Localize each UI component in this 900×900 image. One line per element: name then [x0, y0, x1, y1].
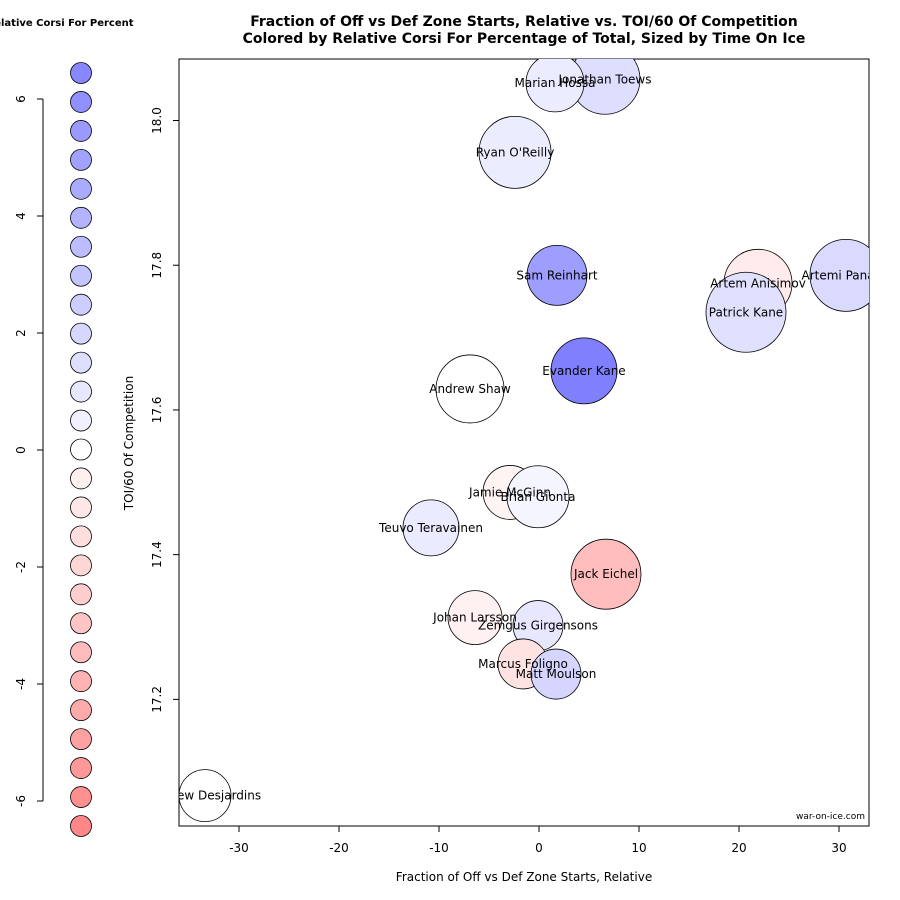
x-tick-label: -10	[429, 841, 449, 855]
point-label: Brian Gionta	[501, 490, 576, 504]
credit-text: war-on-ice.com	[796, 812, 865, 822]
legend-swatch	[70, 235, 92, 258]
data-point	[525, 59, 585, 113]
legend-swatch	[70, 91, 92, 113]
data-point	[526, 244, 588, 306]
legend-swatch	[70, 467, 92, 490]
point-label: Artemi Panarin	[802, 268, 891, 282]
data-point	[530, 648, 582, 700]
legend-swatch	[70, 583, 92, 606]
x-tick-label: 30	[831, 841, 846, 855]
color-legend: Relative Corsi For Percent 6 4 2 0 -2 -4 -6	[0, 18, 134, 837]
legend-swatch	[70, 554, 92, 577]
point-label: Artem Anisimov	[710, 276, 806, 290]
x-tick-label: 0	[535, 841, 543, 855]
legend-ticks: 6 4 2 0 -2 -4 -6	[14, 95, 43, 807]
point-label: Andrew Desjardins	[149, 789, 261, 803]
point-label: Andrew Shaw	[429, 382, 511, 396]
point-label: Evander Kane	[542, 364, 625, 378]
chart-title: Fraction of Off vs Def Zone Starts, Rela…	[250, 14, 798, 30]
point-label: Jack Eichel	[573, 567, 638, 581]
legend-swatch	[70, 641, 92, 664]
legend-tick-label: 4	[14, 212, 28, 220]
plot-frame	[178, 58, 870, 827]
legend-swatch	[70, 380, 92, 403]
legend-swatch	[70, 62, 92, 84]
data-point	[550, 337, 618, 405]
y-axis-ticks: 17.2 17.4 17.6 17.8 18.0	[150, 107, 179, 713]
point-label: Johan Larsson	[432, 611, 517, 625]
legend-swatch	[70, 177, 92, 200]
x-axis-ticks: -30 -20 -10 0 10 20 30	[229, 826, 847, 855]
x-tick-label: 20	[731, 841, 746, 855]
y-tick-label: 17.8	[150, 252, 164, 279]
data-point	[402, 499, 460, 557]
point-label: Marcus Foligno	[478, 657, 568, 671]
legend-tick-label: -6	[14, 795, 28, 807]
point-label: Zemgus Girgensons	[478, 619, 598, 633]
legend-swatch	[70, 699, 92, 722]
x-tick-label: -20	[329, 841, 349, 855]
x-tick-label: -30	[229, 841, 249, 855]
legend-swatch	[70, 409, 92, 432]
legend-swatch	[70, 264, 92, 287]
legend-tick-label: 6	[14, 95, 28, 103]
point-label: Jonathan Toews	[557, 72, 651, 86]
legend-swatch	[70, 496, 92, 519]
x-tick-label: 10	[631, 841, 646, 855]
legend-tick-label: -2	[14, 561, 28, 573]
x-axis-label: Fraction of Off vs Def Zone Starts, Rela…	[396, 870, 652, 884]
point-label: Marian Hossa	[515, 76, 596, 90]
legend-swatch	[70, 815, 92, 837]
y-tick-label: 18.0	[150, 107, 164, 134]
legend-swatch	[70, 670, 92, 693]
data-point	[447, 590, 503, 646]
legend-swatch	[70, 525, 92, 548]
legend-swatch	[70, 757, 92, 779]
point-label: Patrick Kane	[709, 305, 783, 319]
legend-swatch	[70, 206, 92, 229]
y-tick-label: 17.6	[150, 397, 164, 424]
point-label: Matt Moulson	[516, 667, 597, 681]
chart-subtitle: Colored by Relative Corsi For Percentage…	[243, 31, 806, 47]
y-tick-label: 17.2	[150, 686, 164, 713]
legend-swatch	[70, 120, 92, 142]
data-point	[506, 465, 570, 529]
y-axis-label: TOI/60 Of Competition	[122, 376, 136, 511]
legend-tick-label: -4	[14, 678, 28, 690]
legend-swatch	[70, 786, 92, 808]
data-point	[570, 538, 642, 610]
data-point	[435, 354, 505, 424]
legend-swatches	[70, 62, 92, 837]
legend-tick-label: 2	[14, 329, 28, 337]
legend-swatch	[70, 148, 92, 171]
point-label: Teuvo Teravainen	[378, 521, 483, 535]
legend-swatch	[70, 438, 92, 461]
point-label: Jamie McGinn	[468, 485, 551, 499]
legend-title: Relative Corsi For Percent	[0, 18, 134, 29]
data-point	[478, 115, 552, 189]
legend-tick-label: 0	[14, 446, 28, 454]
data-point	[809, 238, 869, 312]
y-tick-label: 17.4	[150, 541, 164, 568]
legend-swatch	[70, 293, 92, 316]
point-label: Ryan O'Reilly	[476, 145, 555, 159]
point-label: Sam Reinhart	[516, 268, 597, 282]
data-point	[179, 769, 232, 823]
legend-swatch	[70, 728, 92, 751]
data-point	[705, 271, 787, 353]
legend-swatch	[70, 322, 92, 345]
legend-swatch	[70, 351, 92, 374]
legend-swatch	[70, 612, 92, 635]
